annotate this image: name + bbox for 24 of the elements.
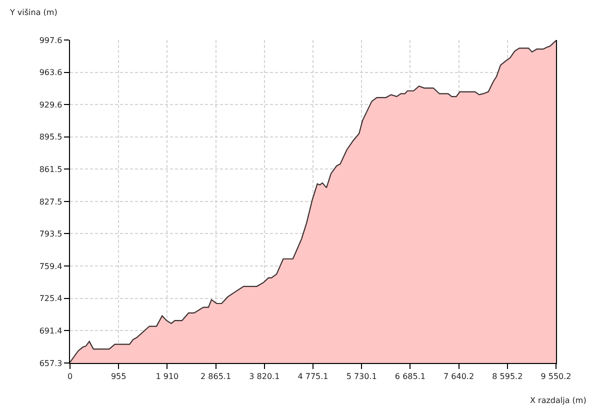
y-tick-label: 997.6 — [39, 36, 62, 45]
y-tick-label: 963.6 — [39, 68, 62, 78]
x-tick-label: 2 865.1 — [200, 372, 232, 381]
x-tick-label: 955 — [110, 372, 126, 381]
y-tick-label: 827.5 — [39, 197, 62, 206]
x-tick-label: 9 550.2 — [540, 372, 572, 381]
x-tick-label: 5 730.1 — [346, 372, 377, 381]
y-tick-label: 895.5 — [39, 132, 62, 142]
x-tick-label: 4 775.1 — [298, 372, 328, 381]
x-tick-label: 8 595.2 — [492, 372, 523, 381]
x-tick-label: 0 — [67, 372, 73, 381]
y-tick-label: 759.4 — [39, 262, 62, 271]
y-tick-label: 929.6 — [39, 100, 62, 110]
x-tick-label: 6 685.1 — [394, 372, 426, 381]
y-tick-label: 793.5 — [39, 230, 62, 239]
x-tick-label: 1 910 — [156, 372, 179, 381]
x-tick-label: 3 820.1 — [249, 372, 280, 381]
y-tick-label: 691.4 — [39, 326, 62, 336]
x-axis-title: X razdalja (m) — [530, 396, 586, 405]
x-tick-label: 7 640.2 — [444, 372, 474, 381]
y-tick-label: 657.3 — [39, 358, 62, 368]
y-tick-label: 861.5 — [39, 164, 62, 174]
y-tick-label: 725.4 — [39, 294, 62, 304]
y-axis-title: Y višina (m) — [9, 8, 58, 17]
